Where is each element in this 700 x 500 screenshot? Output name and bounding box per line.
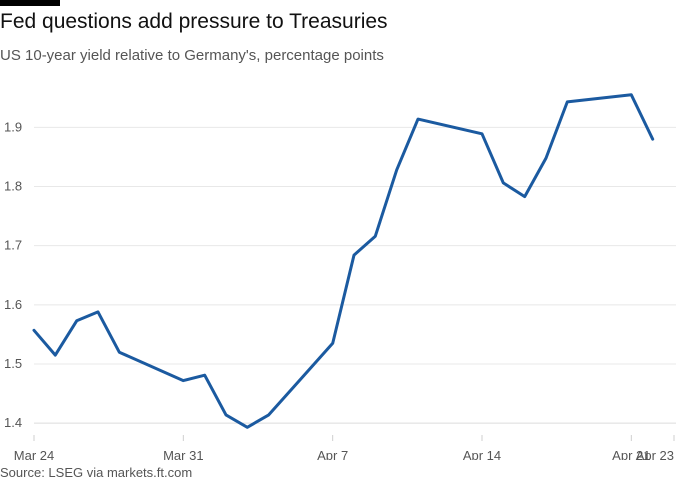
y-tick-label: 1.8	[4, 179, 22, 194]
x-tick-label: Apr 23	[636, 448, 674, 460]
y-tick-label: 1.4	[4, 415, 22, 430]
brand-rule	[0, 0, 60, 6]
x-tick-label: Apr 21	[612, 448, 650, 460]
y-tick-label: 1.6	[4, 297, 22, 312]
x-tick-label: Mar 24	[14, 448, 54, 460]
x-tick-label: Apr 7	[317, 448, 348, 460]
line-chart: 1.4 1.5 1.6 1.7 1.8 1.9 Mar 24 Mar 31 Apr 7 Apr …	[4, 93, 676, 460]
gridlines	[34, 126, 676, 424]
x-tick-label: Mar 31	[163, 448, 203, 460]
series-line	[32, 93, 655, 429]
series	[32, 93, 655, 429]
source-note: Source: LSEG via markets.ft.com	[0, 465, 193, 480]
chart-title: Fed questions add pressure to Treasuries	[0, 10, 388, 33]
chart-subtitle: US 10-year yield relative to Germany's, …	[0, 47, 384, 64]
y-tick-label: 1.5	[4, 356, 22, 371]
y-axis: 1.4 1.5 1.6 1.7 1.8 1.9	[4, 119, 22, 430]
y-tick-label: 1.7	[4, 238, 22, 253]
x-tick-label: Apr 14	[463, 448, 501, 460]
y-tick-label: 1.9	[4, 119, 22, 134]
